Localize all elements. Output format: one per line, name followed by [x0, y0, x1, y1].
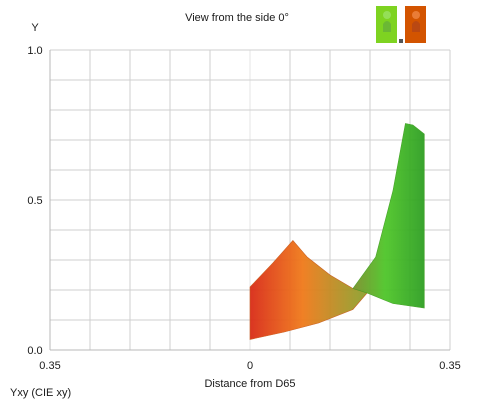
legend — [376, 6, 426, 43]
y-tick-label: 0.5 — [27, 195, 42, 207]
x-tick-label: 0 — [247, 360, 253, 372]
x-axis-label: Distance from D65 — [204, 378, 295, 390]
series-1-shape — [249, 240, 368, 340]
y-tick-label: 0.0 — [27, 345, 42, 357]
x-tick-label: 0.35 — [439, 360, 460, 372]
series-2-shape — [352, 123, 425, 309]
chart-shapes — [249, 123, 425, 340]
x-tick-label: 0.35 — [39, 360, 60, 372]
legend-icon-green-figure — [383, 21, 391, 32]
legend-icon-red-face — [412, 11, 420, 19]
y-axis-label: Y — [31, 22, 39, 34]
y-tick-label: 1.0 — [27, 45, 42, 57]
legend-icon-green-face — [383, 11, 391, 19]
tick-labels: 0.35 0 0.35 1.0 0.5 0.0 — [27, 45, 460, 372]
grid — [49, 49, 451, 351]
chart-title: View from the side 0° — [185, 12, 289, 24]
legend-separator-icon — [399, 39, 403, 43]
footer-label: Yxy (CIE xy) — [10, 387, 71, 399]
legend-icon-red-figure — [412, 21, 420, 32]
